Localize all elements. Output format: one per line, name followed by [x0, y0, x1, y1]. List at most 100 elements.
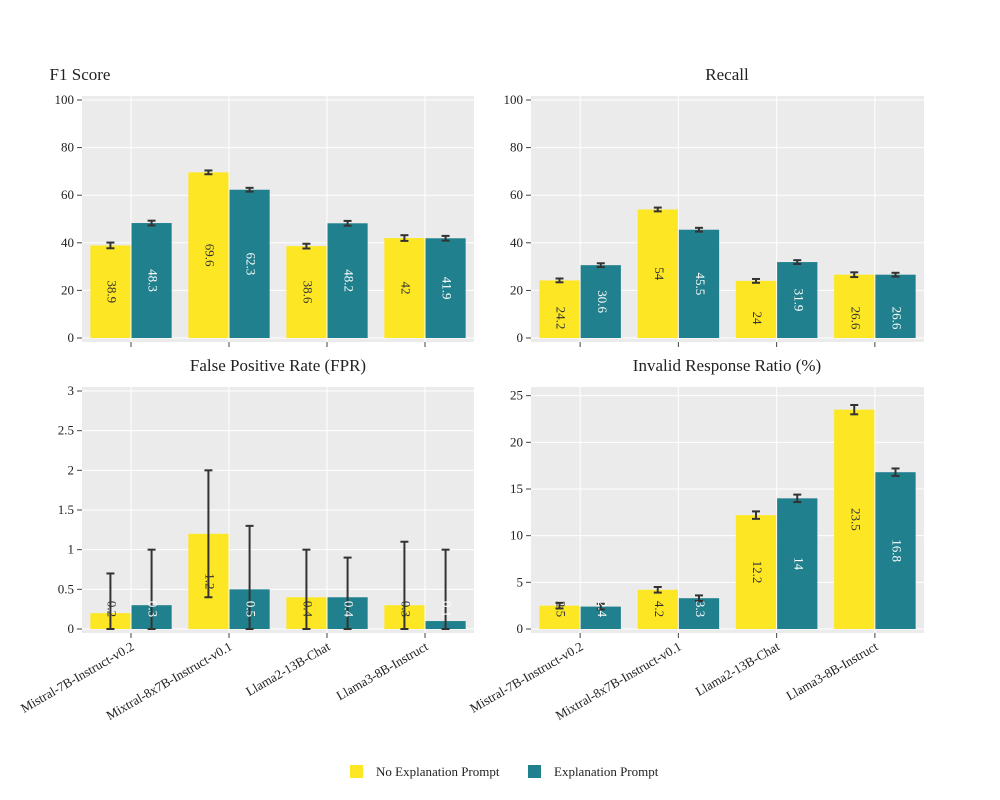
y-tick-label: 1 [68, 542, 75, 557]
bar-value-label: 0.4 [300, 601, 315, 618]
y-tick-label: 60 [510, 187, 523, 202]
y-tick-label: 100 [504, 92, 524, 107]
bar-value-label: 0.4 [342, 601, 357, 618]
bar-no-explanation [637, 209, 678, 338]
bar-value-label: 69.6 [202, 244, 217, 267]
bar-explanation [777, 262, 818, 338]
bar-value-label: 14 [791, 557, 806, 571]
bar-value-label: 30.6 [595, 290, 610, 313]
bar-explanation [580, 606, 621, 629]
y-tick-label: 2.5 [58, 423, 74, 438]
legend-label-explanation: Explanation Prompt [554, 764, 659, 779]
legend-label-no-explanation: No Explanation Prompt [376, 764, 500, 779]
y-tick-label: 0 [517, 621, 524, 636]
y-tick-label: 40 [510, 235, 523, 250]
bar-explanation [580, 265, 621, 338]
y-tick-label: 2 [68, 462, 75, 477]
bar-value-label: 38.9 [104, 280, 119, 303]
bar-value-label: 48.2 [342, 269, 357, 292]
bar-explanation [678, 598, 720, 629]
bar-no-explanation [539, 280, 580, 338]
bar-value-label: 31.9 [791, 289, 806, 312]
y-tick-label: 10 [510, 528, 523, 543]
bar-value-label: 26.6 [890, 307, 905, 330]
x-tick-label: Llama3-8B-Instruct [334, 638, 431, 703]
bar-no-explanation [90, 245, 131, 338]
x-tick-label: Llama2-13B-Chat [243, 638, 333, 698]
bar-explanation [425, 238, 466, 338]
y-tick-label: 0.5 [58, 581, 74, 596]
bar-value-label: 0.3 [146, 601, 161, 617]
bar-value-label: 0.5 [244, 601, 259, 617]
bar-no-explanation [286, 246, 327, 338]
y-tick-label: 1.5 [58, 502, 74, 517]
bar-no-explanation [384, 238, 425, 338]
bar-no-explanation [834, 409, 875, 629]
x-tick-label: Llama3-8B-Instruct [783, 638, 880, 703]
bar-no-explanation [188, 172, 229, 338]
bar-explanation [875, 274, 916, 338]
bar-explanation [131, 223, 172, 338]
y-tick-label: 80 [61, 140, 74, 155]
y-tick-label: 0 [68, 621, 75, 636]
y-tick-label: 20 [61, 282, 74, 297]
bar-no-explanation [735, 515, 777, 629]
y-tick-label: 80 [510, 140, 523, 155]
bar-no-explanation [834, 274, 875, 338]
y-tick-label: 20 [510, 434, 523, 449]
bar-value-label: 16.8 [890, 539, 905, 562]
bar-value-label: 41.9 [440, 277, 455, 300]
bar-value-label: 4.2 [652, 601, 667, 617]
chart-panel-4: 0510152025Mistral-7B-Instruct-v0.2Mixtra… [467, 356, 924, 723]
bar-value-label: 2.4 [595, 601, 610, 618]
y-tick-label: 100 [55, 92, 75, 107]
chart-title: Invalid Response Ratio (%) [633, 356, 821, 375]
bar-value-label: 24 [750, 312, 765, 326]
bar-value-label: 42 [398, 282, 413, 295]
chart-panel-2: 0 20 40 60 80 100 24.2 54 24 26.6 30.6 45.5 31.9 26.6… [504, 65, 924, 347]
bar-value-label: 62.3 [244, 252, 259, 275]
chart-panel-1: 0 20 40 60 80 100 38.9 69.6 38.6 42 48.3 62.3 48.2 41… [50, 65, 474, 347]
bar-explanation [777, 498, 818, 629]
bar-value-label: 0.1 [440, 601, 455, 617]
legend-swatch-no-explanation [350, 765, 363, 778]
bar-explanation [875, 472, 916, 629]
bar-value-label: 12.2 [750, 561, 765, 584]
chart-title: F1 Score [50, 65, 111, 84]
y-tick-label: 40 [61, 235, 74, 250]
bar-no-explanation [735, 280, 777, 338]
y-tick-label: 25 [510, 388, 523, 403]
bar-value-label: 23.5 [848, 508, 863, 531]
bar-value-label: 1.2 [202, 573, 217, 589]
chart-panel-3: 00.511.522.53Mistral-7B-Instruct-v0.2Mix… [18, 356, 474, 723]
x-tick-label: Llama2-13B-Chat [693, 638, 783, 698]
y-tick-label: 60 [61, 187, 74, 202]
y-tick-label: 3 [68, 383, 75, 398]
bar-explanation [229, 189, 270, 338]
bar-value-label: 54 [652, 267, 667, 281]
bar-no-explanation [539, 605, 580, 629]
bar-no-explanation [637, 589, 678, 629]
bar-value-label: 2.5 [554, 601, 569, 617]
chart-title: False Positive Rate (FPR) [190, 356, 366, 375]
legend: No Explanation Prompt Explanation Prompt [350, 764, 659, 779]
chart-title: Recall [705, 65, 749, 84]
y-tick-label: 0 [517, 330, 524, 345]
bar-value-label: 3.3 [693, 601, 708, 617]
y-tick-label: 20 [510, 282, 523, 297]
bar-explanation [327, 223, 368, 338]
y-tick-label: 5 [517, 574, 524, 589]
legend-swatch-explanation [528, 765, 541, 778]
y-tick-label: 0 [68, 330, 75, 345]
bar-value-label: 24.2 [554, 307, 569, 330]
bar-value-label: 0.3 [398, 601, 413, 617]
bar-value-label: 48.3 [146, 269, 161, 292]
bar-explanation [678, 229, 720, 338]
bar-value-label: 38.6 [300, 281, 315, 304]
bar-value-label: 26.6 [848, 307, 863, 330]
y-tick-label: 15 [510, 481, 523, 496]
bar-value-label: 0.2 [104, 601, 119, 617]
bar-value-label: 45.5 [693, 272, 708, 295]
